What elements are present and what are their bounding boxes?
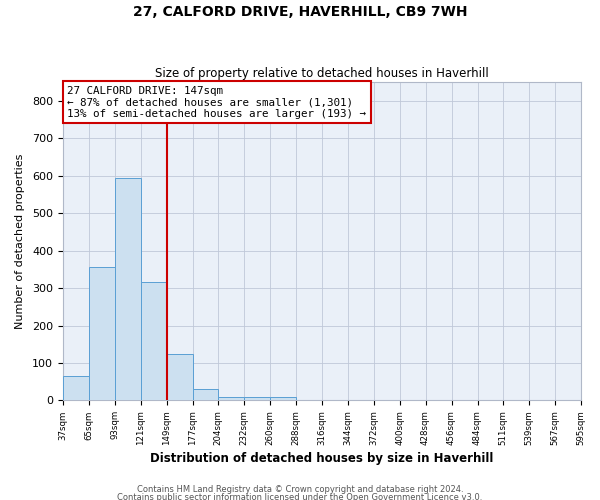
Bar — [167, 354, 193, 401]
Title: Size of property relative to detached houses in Haverhill: Size of property relative to detached ho… — [155, 66, 488, 80]
Text: Contains HM Land Registry data © Crown copyright and database right 2024.: Contains HM Land Registry data © Crown c… — [137, 486, 463, 494]
Bar — [193, 389, 218, 400]
Text: 27, CALFORD DRIVE, HAVERHILL, CB9 7WH: 27, CALFORD DRIVE, HAVERHILL, CB9 7WH — [133, 5, 467, 19]
Bar — [218, 396, 244, 400]
Bar — [244, 396, 269, 400]
Bar — [115, 178, 141, 400]
Y-axis label: Number of detached properties: Number of detached properties — [15, 154, 25, 329]
Bar — [63, 376, 89, 400]
Bar — [269, 396, 296, 400]
Text: 27 CALFORD DRIVE: 147sqm
← 87% of detached houses are smaller (1,301)
13% of sem: 27 CALFORD DRIVE: 147sqm ← 87% of detach… — [67, 86, 367, 119]
Bar — [89, 268, 115, 400]
Bar — [141, 282, 167, 401]
X-axis label: Distribution of detached houses by size in Haverhill: Distribution of detached houses by size … — [150, 452, 493, 465]
Text: Contains public sector information licensed under the Open Government Licence v3: Contains public sector information licen… — [118, 492, 482, 500]
